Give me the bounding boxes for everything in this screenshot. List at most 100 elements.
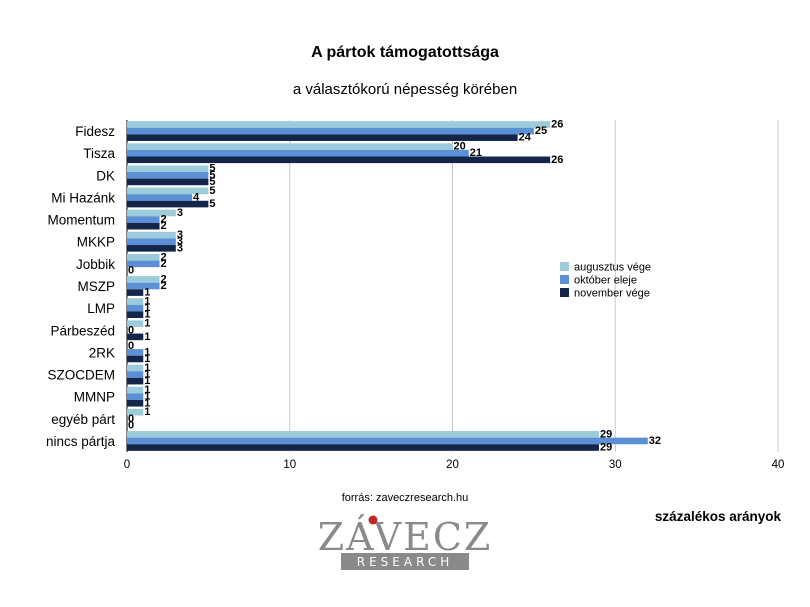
bar: [127, 298, 144, 305]
bar: [127, 238, 176, 246]
logo-tagline: RESEARCH: [357, 555, 453, 569]
category-label: 2RK: [89, 345, 115, 360]
bar: [127, 200, 209, 208]
bar: [127, 377, 144, 385]
bar: [127, 149, 469, 157]
data-label: 24: [519, 132, 532, 144]
data-label: 1: [144, 375, 150, 387]
data-label: 1: [144, 384, 150, 396]
category-label: DK: [96, 168, 115, 183]
bar: [127, 349, 144, 356]
data-label: 0: [128, 324, 134, 336]
category-label: MSZP: [77, 279, 115, 294]
category-label: egyéb párt: [51, 412, 115, 427]
category-label: Momentum: [47, 213, 115, 228]
bar: [127, 165, 209, 173]
grid-lines: [126, 120, 779, 452]
bar: [127, 209, 176, 217]
data-label: 5: [209, 176, 215, 188]
data-label: 1: [144, 369, 150, 381]
data-label: 1: [144, 296, 150, 308]
data-label: 1: [144, 346, 150, 358]
x-tick-label: 20: [446, 459, 459, 471]
data-label: 29: [600, 442, 612, 454]
data-label: 20: [454, 141, 466, 153]
data-label: 1: [144, 406, 150, 418]
x-tick-label: 30: [609, 459, 622, 471]
category-label: Tisza: [83, 146, 115, 161]
data-label: 1: [144, 318, 150, 330]
data-label: 3: [177, 207, 183, 219]
data-label: 2: [161, 258, 167, 270]
legend-swatch: [560, 275, 569, 284]
category-label: MKKP: [77, 235, 115, 250]
bar: [127, 311, 144, 319]
bar: [127, 127, 534, 135]
source-note: forrás: zaveczresearch.hu: [342, 492, 469, 504]
data-label: 1: [144, 287, 150, 299]
bar: [127, 260, 160, 268]
bar: [127, 431, 599, 438]
bar: [127, 437, 648, 445]
bar: [127, 121, 551, 128]
bar: [127, 386, 144, 394]
bar: [127, 371, 144, 378]
bar: [127, 194, 193, 201]
logo-accent-dot: [368, 515, 378, 525]
bar: [127, 222, 160, 230]
legend-label: október eleje: [574, 275, 637, 287]
chart-title: A pártok támogatottsága: [311, 44, 499, 61]
legend-swatch: [560, 262, 569, 271]
bar: [127, 178, 209, 186]
data-label: 2: [161, 251, 167, 263]
bar: [127, 444, 599, 451]
bar: [127, 355, 144, 363]
bar: [127, 172, 209, 179]
data-label: 0: [128, 419, 134, 431]
data-label: 2: [161, 273, 167, 285]
bar: [127, 333, 144, 341]
data-label: 5: [209, 169, 215, 181]
chart-subtitle: a választókorú népesség körében: [293, 81, 517, 98]
category-label: nincs pártja: [46, 434, 116, 449]
data-label: 0: [128, 340, 134, 352]
data-label: 3: [177, 236, 183, 248]
data-label: 2: [161, 280, 167, 292]
data-label: 1: [144, 397, 150, 409]
category-label: MMNP: [74, 390, 115, 405]
category-label: Párbeszéd: [50, 323, 115, 338]
bar: [127, 276, 160, 283]
bar: [127, 143, 453, 150]
bar: [127, 231, 176, 239]
bar: [127, 304, 144, 312]
data-label: 4: [193, 191, 200, 203]
bar: [127, 156, 551, 164]
zavecz-logo: ZÁVECZ RESEARCH: [318, 515, 490, 570]
data-label: 3: [177, 242, 183, 254]
data-label: 29: [600, 428, 612, 440]
x-tick-label: 40: [772, 459, 785, 471]
category-label: SZOCDEM: [48, 368, 116, 383]
legend-label: augusztus vége: [574, 262, 651, 274]
data-label: 25: [535, 125, 547, 137]
bar: [127, 408, 144, 416]
category-label: Fidesz: [75, 124, 115, 139]
category-label: Mi Hazánk: [51, 190, 115, 205]
bar: [127, 320, 144, 327]
bar: [127, 216, 160, 223]
data-label: 26: [551, 118, 563, 130]
data-label: 1: [144, 331, 150, 343]
data-label: 1: [144, 309, 150, 321]
data-label: 2: [161, 214, 167, 226]
data-label: 5: [209, 185, 215, 197]
data-label: 2: [161, 220, 167, 232]
data-label: 1: [144, 302, 150, 314]
x-tick-labels: 0 10 20 30 40: [124, 459, 785, 471]
data-label: 5: [209, 198, 215, 210]
data-label: 21: [470, 147, 482, 159]
data-label: 3: [177, 229, 183, 241]
logo-tagline-bar: [341, 553, 469, 570]
bar: [127, 364, 144, 372]
